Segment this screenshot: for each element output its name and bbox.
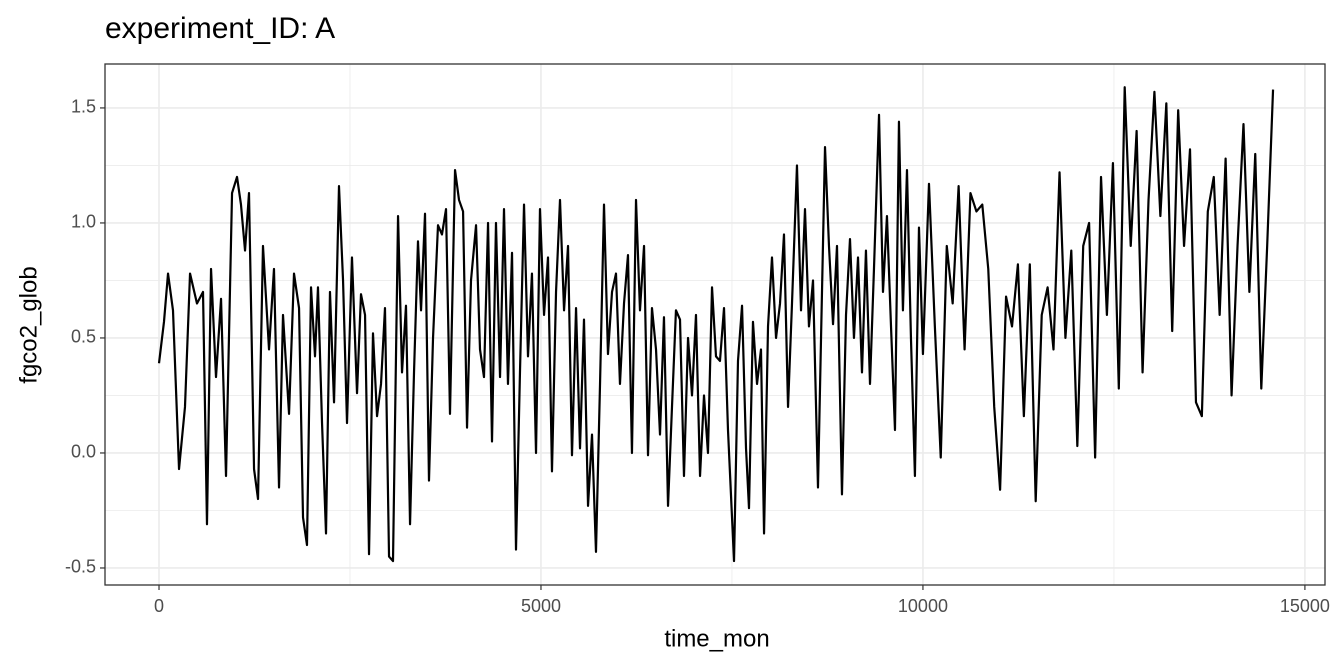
y-tick-label: -0.5	[65, 557, 96, 577]
x-tick-label: 0	[154, 596, 164, 616]
x-tick-label: 15000	[1280, 596, 1330, 616]
y-axis-label: fgco2_glob	[15, 266, 42, 383]
y-tick-label: 1.5	[71, 97, 96, 117]
x-axis-label: time_mon	[664, 625, 769, 652]
panel-border	[104, 63, 1326, 586]
data-line	[157, 86, 1275, 563]
y-tick-label: 0.5	[71, 327, 96, 347]
x-tick-label: 5000	[521, 596, 561, 616]
x-tick-label: 10000	[898, 596, 948, 616]
y-tick-label: 1.0	[71, 212, 96, 232]
chart-title: experiment_ID: A	[105, 12, 335, 45]
y-tick-label: 0.0	[71, 442, 96, 462]
